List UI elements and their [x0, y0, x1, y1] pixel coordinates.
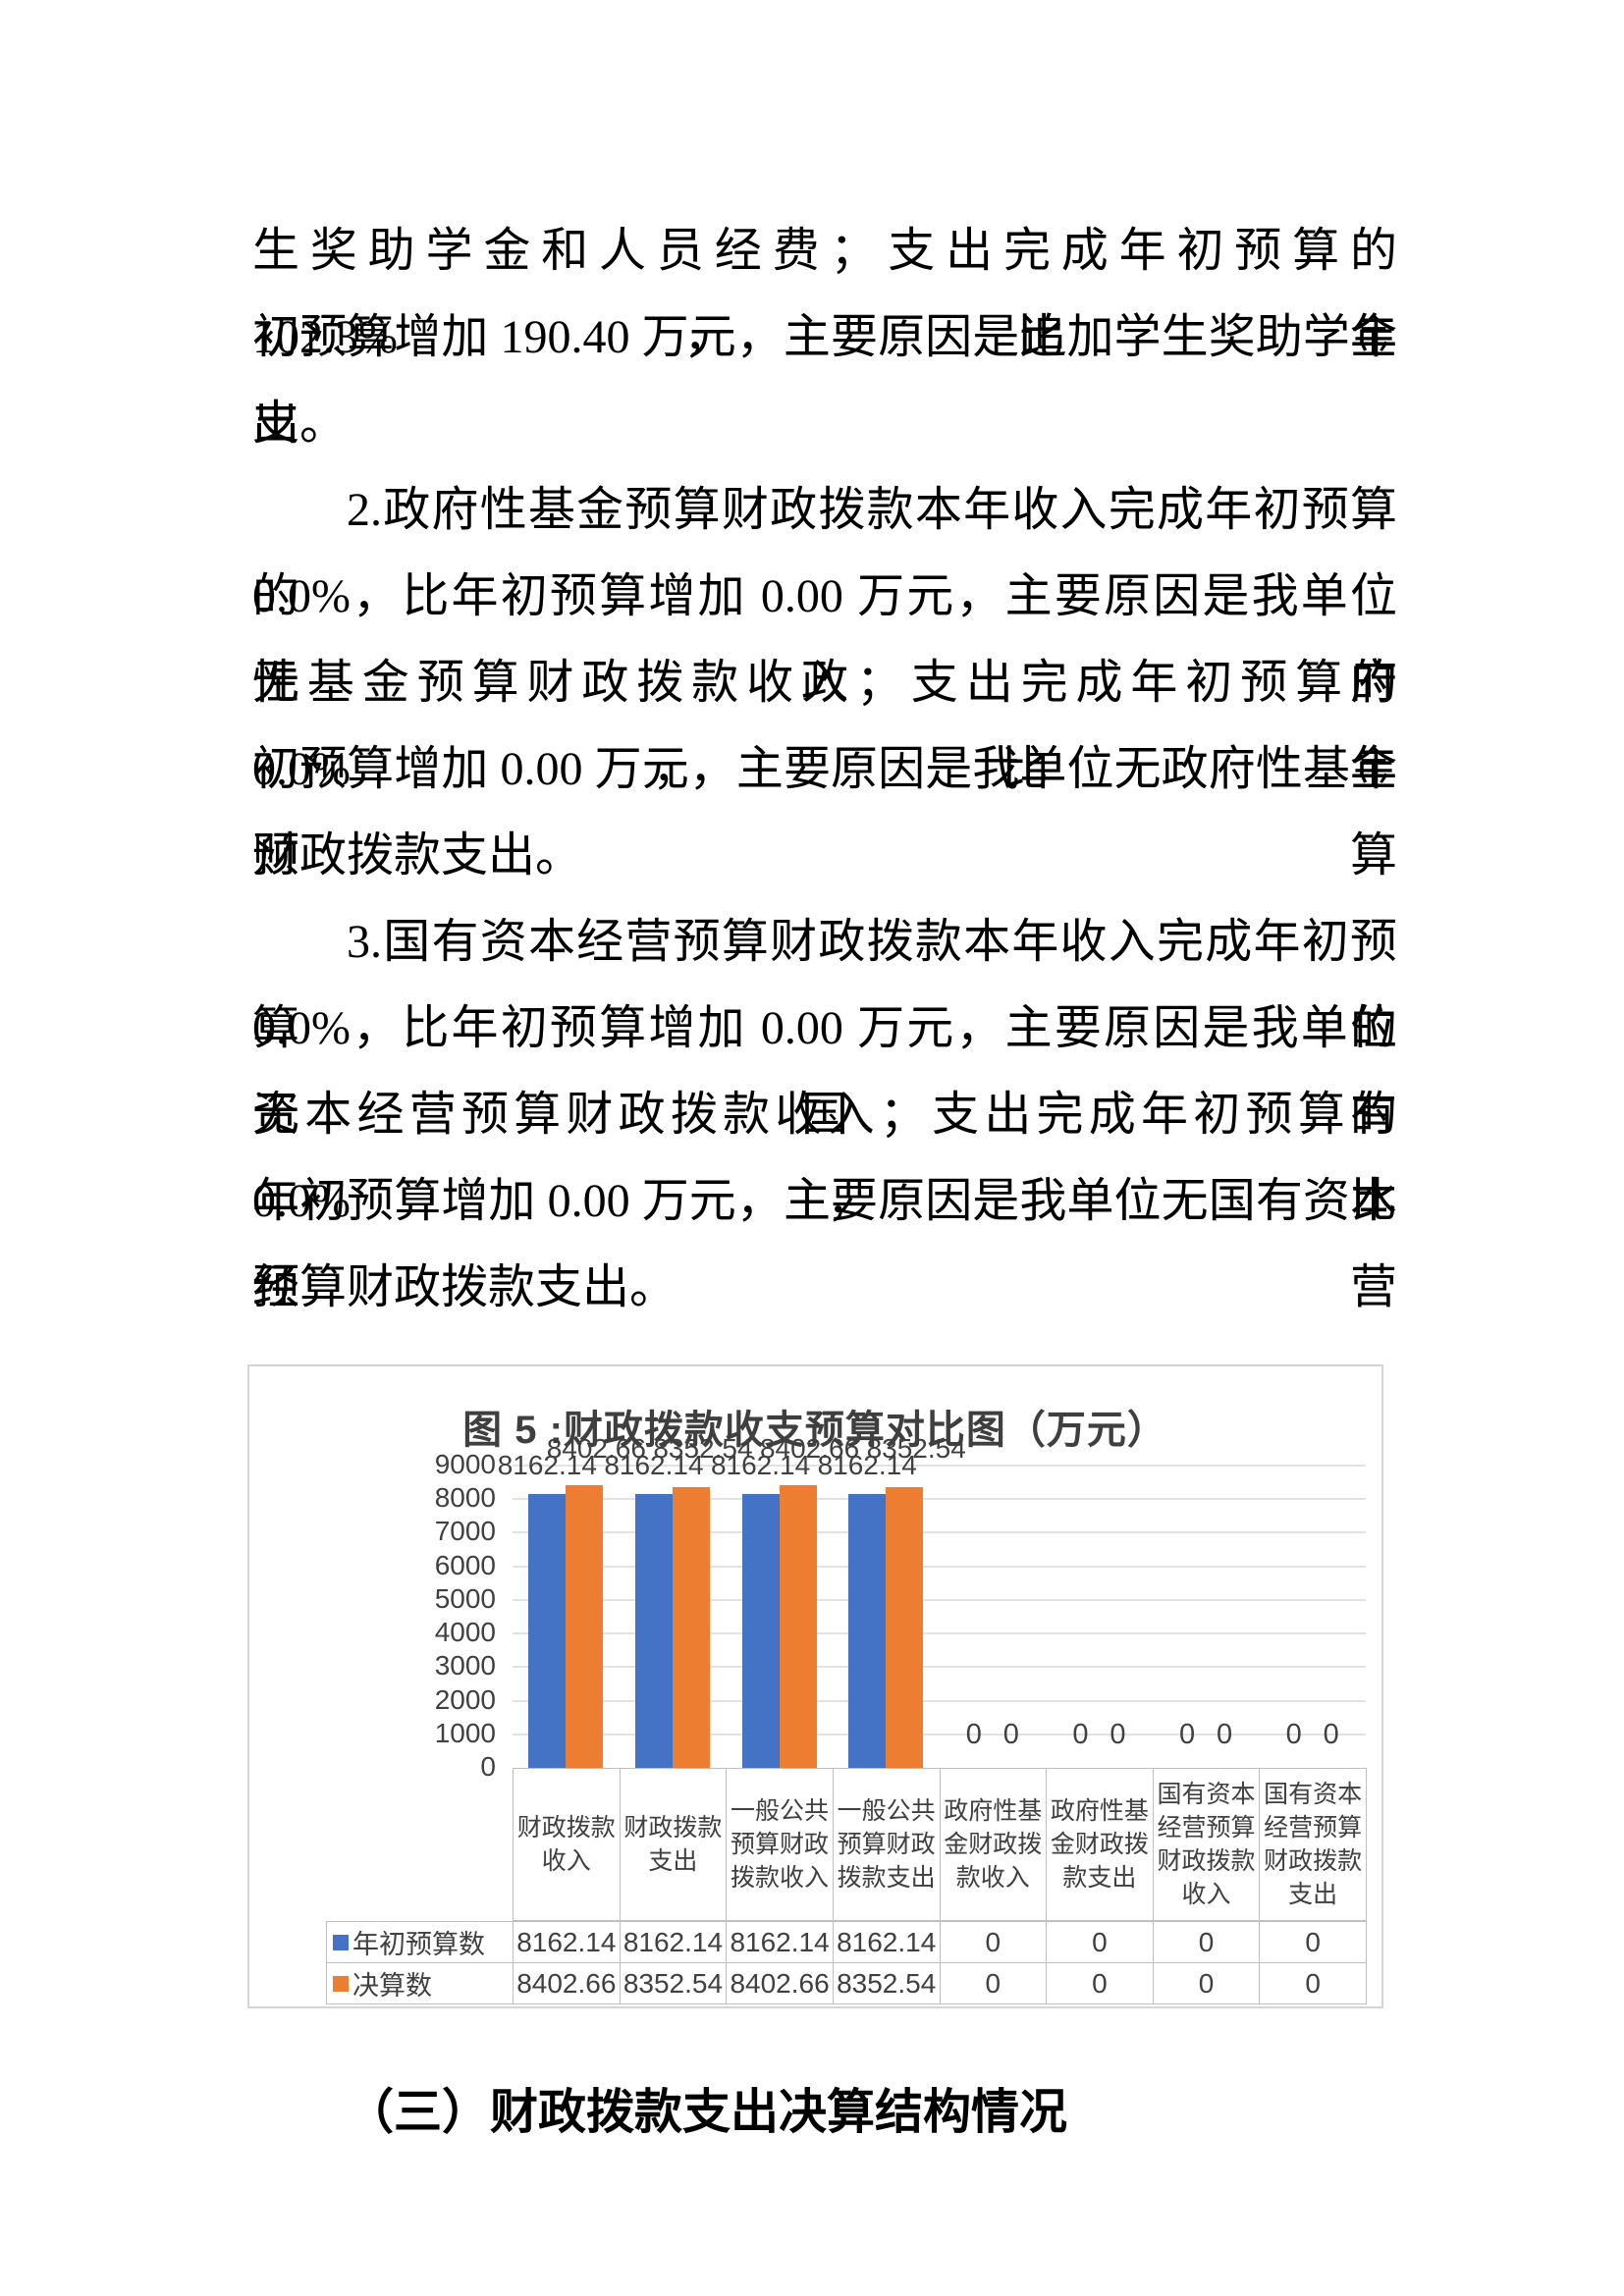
table-value-cell: 0	[1152, 1962, 1261, 2004]
budget-data-label: 8162.14	[604, 1450, 704, 1480]
zero-value-label: 0	[965, 1719, 982, 1750]
table-header-text: 一般公共预算财政拨款收入	[731, 1797, 830, 1892]
zero-value-label: 0	[1178, 1719, 1196, 1750]
budget-bar	[528, 1493, 567, 1768]
gridline	[513, 1498, 1366, 1501]
table-header-text: 一般公共预算财政拨款支出	[837, 1797, 936, 1892]
final-accounts-bar	[672, 1487, 710, 1768]
section-heading: （三）财政拨款支出决算结构情况	[346, 2086, 1068, 2139]
table-value-cell: 8352.54	[832, 1962, 941, 2004]
table-header-cell: 一般公共预算财政拨款支出	[832, 1768, 941, 1921]
table-value-cell: 0	[939, 1962, 1048, 2004]
y-axis-tick-label: 9000	[434, 1449, 496, 1479]
table-header-cell: 一般公共预算财政拨款收入	[726, 1768, 834, 1921]
zero-value-label: 0	[1072, 1719, 1089, 1750]
table-header-cell: 政府性基金财政拨款支出	[1046, 1768, 1154, 1921]
table-value-cell: 8402.66	[726, 1962, 834, 2004]
table-value-cell: 0	[939, 1921, 1048, 1963]
final-accounts-bar	[886, 1487, 924, 1768]
budget-bar	[741, 1493, 780, 1768]
final-accounts-data-label: 8402.66	[759, 1433, 860, 1464]
gridline	[513, 1565, 1366, 1568]
table-value-cell: 8162.14	[726, 1921, 834, 1963]
text-line: 3.国有资本经营预算财政拨款本年收入完成年初预算的	[252, 916, 1397, 1054]
y-axis-tick-label: 2000	[434, 1683, 496, 1715]
budget-data-label: 8162.14	[710, 1450, 811, 1480]
text-line: 性基金预算财政拨款收入；支出完成年初预算的 0.0%，比年	[252, 657, 1397, 795]
y-axis-tick-label: 7000	[434, 1516, 496, 1547]
final-accounts-data-label: 8352.54	[653, 1433, 753, 1464]
table-value-cell: 0	[1259, 1962, 1367, 2004]
table-value-cell: 0	[1152, 1921, 1261, 1963]
text-line: 初预算增加 190.40 万元，主要原因是追加学生奖助学金支	[252, 311, 1397, 450]
table-header-cell: 国有资本经营预算财政拨款收入	[1152, 1768, 1261, 1921]
y-axis-tick-label: 6000	[434, 1549, 496, 1580]
y-axis-tick-label: 4000	[434, 1617, 496, 1648]
table-header-text: 财政拨款支出	[623, 1814, 723, 1875]
budget-bar	[848, 1493, 887, 1768]
table-value-cell: 8402.66	[513, 1962, 621, 2004]
y-axis-tick-label: 1000	[434, 1717, 496, 1748]
table-value-cell: 0	[1046, 1962, 1154, 2004]
text-line: 生奖助学金和人员经费；支出完成年初预算的 102.3%，比年	[252, 225, 1397, 363]
text-line: 财政拨款支出。	[252, 829, 583, 881]
table-value-cell: 8162.14	[513, 1921, 621, 1963]
text-line: 0.0%，比年初预算增加 0.00 万元，主要原因是我单位无政府	[252, 570, 1397, 709]
zero-value-label: 0	[1216, 1719, 1233, 1750]
final-accounts-data-label: 8352.54	[866, 1433, 966, 1464]
budget-data-label: 8162.14	[497, 1450, 597, 1480]
series-row-label: 决算数	[326, 1962, 514, 2004]
legend-color-chip	[333, 1975, 349, 1992]
final-accounts-data-label: 8402.66	[546, 1433, 646, 1464]
gridline	[513, 1666, 1366, 1669]
gridline	[513, 1632, 1366, 1635]
gridline	[513, 1733, 1366, 1735]
zero-value-label: 0	[1110, 1719, 1126, 1750]
gridline	[513, 1699, 1366, 1702]
text-line: 预算财政拨款支出。	[252, 1261, 677, 1313]
table-header-text: 政府性基金财政拨款支出	[1050, 1797, 1149, 1892]
gridline	[513, 1465, 1366, 1467]
table-value-cell: 0	[1046, 1921, 1154, 1963]
text-line: 年初预算增加 0.00 万元，主要原因是我单位无国有资本经营	[252, 1175, 1397, 1313]
y-axis-tick-label: 5000	[434, 1582, 496, 1614]
table-header-text: 政府性基金财政拨款收入	[944, 1797, 1043, 1892]
chart-title: 图 5 :财政拨款收支预算对比图（万元）	[462, 1409, 1167, 1452]
series-name: 年初预算数	[352, 1930, 485, 1959]
zero-value-label: 0	[1323, 1719, 1339, 1750]
final-accounts-bar	[779, 1485, 817, 1768]
table-value-cell: 8162.14	[619, 1921, 728, 1963]
table-header-text: 国有资本经营预算财政拨款收入	[1157, 1781, 1256, 1908]
gridline	[513, 1531, 1366, 1534]
series-name: 决算数	[352, 1971, 432, 2001]
table-header-cell: 政府性基金财政拨款收入	[939, 1768, 1048, 1921]
text-line: 初预算增加 0.00 万元，主要原因是我单位无政府性基金预算	[252, 743, 1397, 881]
zero-value-label: 0	[1285, 1719, 1302, 1750]
legend-color-chip	[333, 1934, 349, 1950]
budget-bar	[634, 1493, 673, 1768]
table-header-cell: 国有资本经营预算财政拨款支出	[1259, 1768, 1367, 1921]
text-line: 2.政府性基金预算财政拨款本年收入完成年初预算的	[252, 484, 1397, 622]
text-line: 出。	[252, 398, 348, 450]
table-header-cell: 财政拨款收入	[513, 1768, 621, 1921]
y-axis-tick-label: 8000	[434, 1482, 496, 1514]
budget-data-label: 8162.14	[817, 1450, 917, 1480]
table-header-text: 财政拨款收入	[516, 1814, 616, 1875]
table-value-cell: 8352.54	[619, 1962, 728, 2004]
final-accounts-bar	[566, 1485, 604, 1768]
table-value-cell: 0	[1259, 1921, 1367, 1963]
text-line: 资本经营预算财政拨款收入；支出完成年初预算的 0.0%，比	[252, 1089, 1397, 1227]
zero-value-label: 0	[1002, 1719, 1019, 1750]
y-axis-tick-label: 0	[480, 1751, 496, 1782]
y-axis-tick-label: 3000	[434, 1650, 496, 1682]
table-value-cell: 8162.14	[832, 1921, 941, 1963]
gridline	[513, 1598, 1366, 1601]
text-line: 0.0%，比年初预算增加 0.00 万元，主要原因是我单位无国有	[252, 1002, 1397, 1141]
table-header-text: 国有资本经营预算财政拨款支出	[1264, 1781, 1363, 1908]
table-header-cell: 财政拨款支出	[619, 1768, 728, 1921]
series-row-label: 年初预算数	[326, 1921, 514, 1963]
